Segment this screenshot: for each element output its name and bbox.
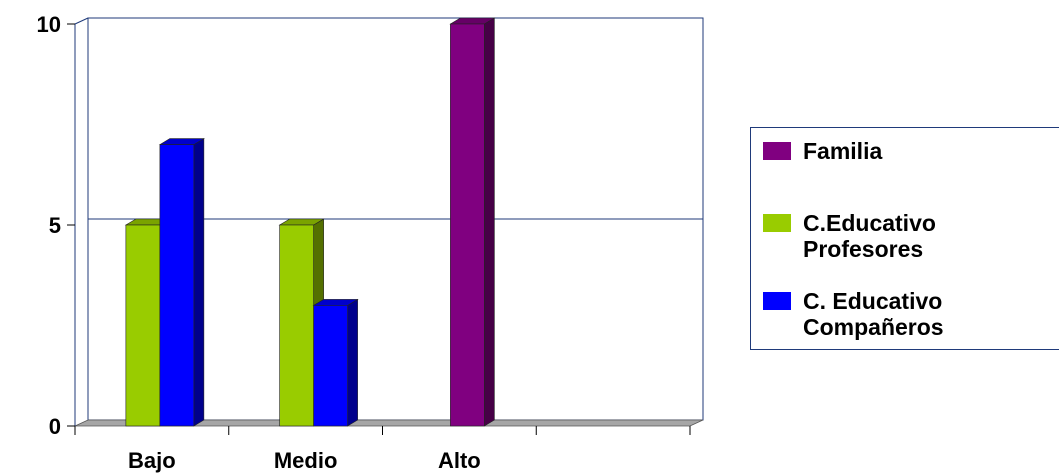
legend-item-profesores: C.Educativo Profesores [763,210,936,262]
bar-alto-0 [449,17,496,427]
x-tick-label-bajo: Bajo [128,448,176,473]
bar-medio-2 [312,298,359,427]
bar-alto-0-side [484,17,495,427]
bar-bajo-2-front [159,144,195,427]
legend-item-familia: Familia [763,138,882,164]
axes [67,17,691,435]
bars [124,17,496,427]
axis-depth-top [74,17,89,25]
bar-bajo-2 [158,138,205,427]
legend-swatch-companeros [763,292,791,310]
bar-bajo-2-side [193,138,205,427]
bar-medio-2-front [313,305,348,427]
legend-label-companeros: C. Educativo Compañeros [803,288,944,340]
y-tick-label-0: 0 [49,414,61,439]
x-tick-label-alto: Alto [438,448,481,473]
legend-label-profesores: C.Educativo Profesores [803,210,936,262]
legend-swatch-familia [763,142,791,160]
bar-medio-2-side [347,298,358,427]
bar-medio-1-front [279,224,314,427]
y-tick-labels: 0 5 10 [37,12,61,439]
x-tick-label-medio: Medio [274,448,338,473]
legend-swatch-profesores [763,214,791,232]
bar-bajo-1-front [125,224,161,427]
bar-alto-0-front [450,23,485,427]
y-tick-label-10: 10 [37,12,61,37]
y-tick-label-5: 5 [49,213,61,238]
legend-label-familia: Familia [803,138,883,164]
legend-item-companeros: C. Educativo Compañeros [763,288,944,340]
x-tick-labels: Bajo Medio Alto [128,448,481,473]
legend: Familia C.Educativo Profesores C. Educat… [750,127,1059,350]
